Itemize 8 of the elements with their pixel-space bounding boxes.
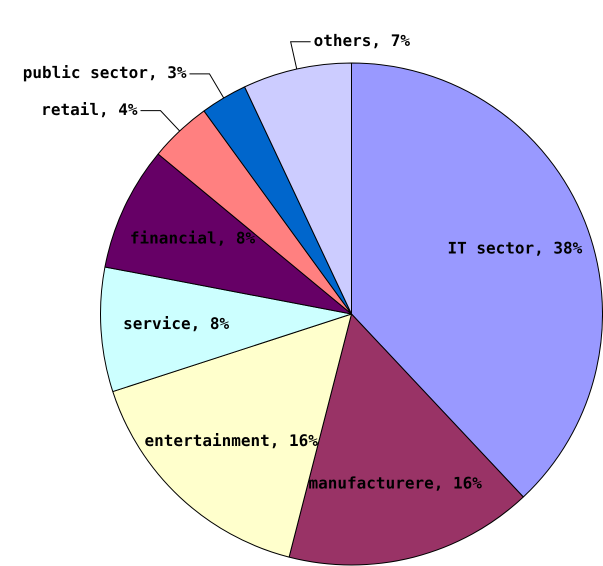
slice-label: public sector, 3% <box>22 63 187 82</box>
slice-label: financial, 8% <box>130 228 256 248</box>
slice-label: entertainment, 16% <box>144 431 318 450</box>
slice-label: service, 8% <box>123 314 230 334</box>
slice-label: others, 7% <box>314 30 410 50</box>
slice-label: IT sector, 38% <box>447 238 583 258</box>
slice-label: retail, 4% <box>41 100 138 119</box>
slice-label: manufacturere, 16% <box>308 473 482 492</box>
